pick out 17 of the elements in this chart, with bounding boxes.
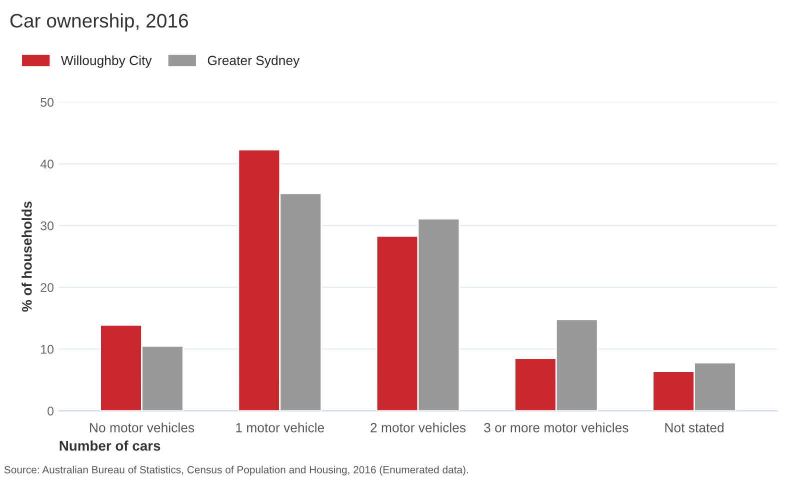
y-tick-label: 10 xyxy=(41,344,54,354)
y-tick-label: 40 xyxy=(40,160,54,168)
x-tick-label: 2 motor vehicles xyxy=(370,422,466,432)
x-tick-label: No motor vehicles xyxy=(90,422,194,432)
y-tick-label: 30 xyxy=(40,221,54,230)
x-tick-label: 1 motor vehicle xyxy=(236,422,324,432)
y-axis-title: % of households xyxy=(22,201,32,312)
y-tick-label: 20 xyxy=(40,283,54,292)
y-tick-label: 50 xyxy=(40,98,54,107)
legend-label: Greater Sydney xyxy=(208,55,300,68)
y-tick-label: 0 xyxy=(48,406,54,416)
x-tick-label: Not stated xyxy=(665,422,724,432)
chart-title: Car ownership, 2016 xyxy=(10,13,188,32)
x-axis-title: Number of cars xyxy=(60,440,160,451)
x-tick-label: 3 or more motor vehicles xyxy=(484,422,628,432)
source-note: Source: Australian Bureau of Statistics, Census of Population and Housing, 2016 (Enumerated data). xyxy=(4,466,468,476)
legend-label: Willoughby City xyxy=(60,55,152,68)
